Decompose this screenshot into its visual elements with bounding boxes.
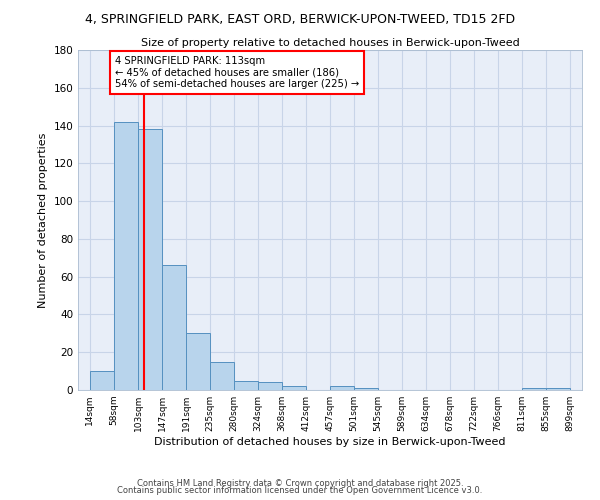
Bar <box>186 334 210 390</box>
Bar <box>354 388 378 390</box>
Text: Contains HM Land Registry data © Crown copyright and database right 2025.: Contains HM Land Registry data © Crown c… <box>137 478 463 488</box>
Bar <box>331 386 354 390</box>
Title: Size of property relative to detached houses in Berwick-upon-Tweed: Size of property relative to detached ho… <box>140 38 520 48</box>
Bar <box>210 362 233 390</box>
Bar <box>90 371 114 390</box>
Bar <box>258 382 282 390</box>
Text: 4, SPRINGFIELD PARK, EAST ORD, BERWICK-UPON-TWEED, TD15 2FD: 4, SPRINGFIELD PARK, EAST ORD, BERWICK-U… <box>85 12 515 26</box>
Bar <box>114 122 137 390</box>
Text: 4 SPRINGFIELD PARK: 113sqm
← 45% of detached houses are smaller (186)
54% of sem: 4 SPRINGFIELD PARK: 113sqm ← 45% of deta… <box>115 56 359 89</box>
X-axis label: Distribution of detached houses by size in Berwick-upon-Tweed: Distribution of detached houses by size … <box>154 437 506 447</box>
Text: Contains public sector information licensed under the Open Government Licence v3: Contains public sector information licen… <box>118 486 482 495</box>
Bar <box>282 386 306 390</box>
Bar <box>235 380 258 390</box>
Bar <box>546 388 570 390</box>
Bar <box>162 266 186 390</box>
Y-axis label: Number of detached properties: Number of detached properties <box>38 132 48 308</box>
Bar <box>139 130 162 390</box>
Bar <box>523 388 546 390</box>
